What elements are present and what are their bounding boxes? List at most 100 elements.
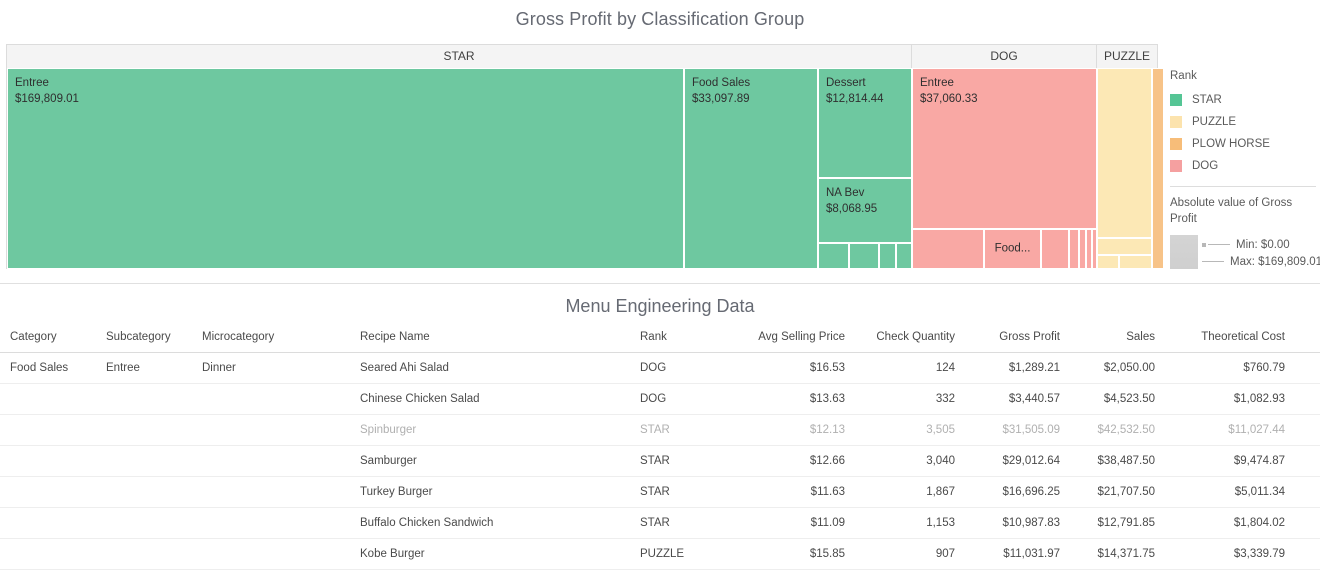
legend-item-dog[interactable]: DOG bbox=[1170, 155, 1316, 177]
table-cell-rank: DOG bbox=[630, 352, 735, 384]
table-row[interactable]: Samburger STAR $12.66 3,040 $29,012.64 $38,48… bbox=[0, 445, 1320, 477]
table-cell-rank: STAR bbox=[630, 414, 735, 446]
table-row[interactable]: Spinburger STAR $12.13 3,505 $31,505.09 $42,5… bbox=[0, 414, 1320, 446]
treemap[interactable]: STAR DOG PUZZLE Entree $169,809.01 Food Sale… bbox=[6, 44, 1164, 269]
table-col-header-sales[interactable]: Sales bbox=[1070, 327, 1165, 353]
table-cell-check-quantity: 907 bbox=[855, 538, 965, 570]
table-row[interactable]: Buffalo Chicken Sandwich STAR $11.09 1,153 $… bbox=[0, 507, 1320, 539]
treemap-tile-star-dessert[interactable]: Dessert $12,814.44 bbox=[818, 68, 912, 178]
treemap-tile-dog-small[interactable] bbox=[1079, 229, 1086, 269]
table-cell-subcategory bbox=[96, 538, 192, 570]
table-cell-sales: $14,371.75 bbox=[1070, 538, 1165, 570]
table-cell-category bbox=[0, 538, 96, 570]
treemap-tiles: Entree $169,809.01 Food Sales $33,097.89 Des… bbox=[7, 68, 1164, 269]
table-col-header-avg-selling-price[interactable]: Avg Selling Price bbox=[735, 327, 855, 353]
treemap-tile-star-food-sales[interactable]: Food Sales $33,097.89 bbox=[684, 68, 818, 269]
table-cell-microcategory bbox=[192, 476, 350, 508]
table-cell-recipe-name: Chinese Chicken Salad bbox=[350, 383, 630, 415]
treemap-tile-dog-small[interactable] bbox=[1092, 229, 1097, 269]
table-row[interactable]: Food Sales Entree Dinner Seared Ahi Salad DO… bbox=[0, 352, 1320, 384]
table-row[interactable]: Kobe Burger PUZZLE $15.85 907 $11,031.97 $14,… bbox=[0, 538, 1320, 570]
table-col-header-microcategory[interactable]: Microcategory bbox=[192, 327, 350, 353]
table-cell-gross-profit: $1,289.21 bbox=[965, 352, 1070, 384]
legend-item-label: STAR bbox=[1192, 94, 1222, 106]
table-col-header-category[interactable]: Category bbox=[0, 327, 96, 353]
treemap-tile-star-na-bev[interactable]: NA Bev $8,068.95 bbox=[818, 178, 912, 243]
table-cell-microcategory bbox=[192, 445, 350, 477]
table-row[interactable]: Chinese Chicken Salad DOG $13.63 332 $3,440.… bbox=[0, 383, 1320, 415]
table-col-header-rank[interactable]: Rank bbox=[630, 327, 735, 353]
treemap-tile-star-small[interactable] bbox=[896, 243, 912, 269]
table-cell-subcategory bbox=[96, 507, 192, 539]
table-row[interactable]: Turkey Burger STAR $11.63 1,867 $16,696.25 $2… bbox=[0, 476, 1320, 508]
table-cell-recipe-name: Spinburger bbox=[350, 414, 630, 446]
tile-value: $37,060.33 bbox=[920, 93, 978, 105]
treemap-group-header-puzzle: PUZZLE bbox=[1103, 49, 1150, 63]
legend-item-star[interactable]: STAR bbox=[1170, 89, 1316, 111]
treemap-tile-star-small[interactable] bbox=[818, 243, 849, 269]
table-cell-theoretical-cost: $5,011.34 bbox=[1165, 476, 1295, 508]
table-cell-cost: 23.09% bbox=[1295, 476, 1320, 508]
treemap-tile-puzzle-small[interactable] bbox=[1097, 68, 1152, 238]
table-cell-theoretical-cost: $9,474.87 bbox=[1165, 445, 1295, 477]
treemap-tile-dog-small[interactable] bbox=[1069, 229, 1079, 269]
treemap-tile-star-small[interactable] bbox=[879, 243, 896, 269]
treemap-tile-star-small[interactable] bbox=[849, 243, 879, 269]
table-col-header-recipe-name[interactable]: Recipe Name bbox=[350, 327, 630, 353]
table-cell-check-quantity: 124 bbox=[855, 352, 965, 384]
treemap-tile-dog-small[interactable] bbox=[1041, 229, 1069, 269]
tile-label: NA Bev bbox=[826, 187, 865, 199]
treemap-tile-star-entree[interactable]: Entree $169,809.01 bbox=[7, 68, 684, 269]
table-col-header-gross-profit[interactable]: Gross Profit bbox=[965, 327, 1070, 353]
table-cell-cost: 24.62% bbox=[1295, 445, 1320, 477]
table-cell-cost: 14.10% bbox=[1295, 507, 1320, 539]
table-col-header-subcategory[interactable]: Subcategory bbox=[96, 327, 192, 353]
gradient-min-tick: Min: $0.00 bbox=[1202, 236, 1320, 253]
legend-swatch-icon bbox=[1170, 116, 1182, 128]
table-cell-microcategory bbox=[192, 414, 350, 446]
legend-divider bbox=[1170, 186, 1316, 187]
table-col-header-cost[interactable]: Cost % bbox=[1295, 327, 1320, 353]
treemap-tile-dog-food[interactable]: Food... bbox=[984, 229, 1041, 269]
treemap-tile-puzzle-small[interactable] bbox=[1097, 238, 1152, 255]
legend-gradient: Min: $0.00 Max: $169,809.01 bbox=[1170, 235, 1320, 270]
table-cell-check-quantity: 1,867 bbox=[855, 476, 965, 508]
table-cell-microcategory: Dinner bbox=[192, 352, 350, 384]
tick-line-icon bbox=[1202, 261, 1224, 262]
table-cell-sales: $38,487.50 bbox=[1070, 445, 1165, 477]
legend-item-label: PUZZLE bbox=[1192, 116, 1237, 128]
legend-item-puzzle[interactable]: PUZZLE bbox=[1170, 111, 1316, 133]
treemap-tile-plow-horse-small[interactable] bbox=[1152, 68, 1164, 269]
table-cell-cost: 23.94% bbox=[1295, 383, 1320, 415]
table-cell-cost: 37.11% bbox=[1295, 352, 1320, 384]
table-cell-gross-profit: $10,987.83 bbox=[965, 507, 1070, 539]
table-cell-sales: $2,050.00 bbox=[1070, 352, 1165, 384]
legend-title: Rank bbox=[1170, 70, 1197, 82]
table-cell-theoretical-cost: $3,339.79 bbox=[1165, 538, 1295, 570]
legend-item-plow-horse[interactable]: PLOW HORSE bbox=[1170, 133, 1316, 155]
legend-scale-title: Absolute value of Gross Profit bbox=[1170, 197, 1293, 225]
table-col-header-check-quantity[interactable]: Check Quantity bbox=[855, 327, 965, 353]
table-cell-category bbox=[0, 445, 96, 477]
legend-min-label: Min: $0.00 bbox=[1236, 238, 1290, 251]
treemap-tile-puzzle-small[interactable] bbox=[1097, 255, 1119, 269]
treemap-tile-dog-small[interactable] bbox=[1086, 229, 1092, 269]
table-cell-recipe-name: Kobe Burger bbox=[350, 538, 630, 570]
table-cell-subcategory bbox=[96, 445, 192, 477]
table-col-header-theoretical-cost[interactable]: Theoretical Cost bbox=[1165, 327, 1295, 353]
table-cell-rank: STAR bbox=[630, 445, 735, 477]
table-cell-category bbox=[0, 476, 96, 508]
table-cell-avg-selling-price: $12.66 bbox=[735, 445, 855, 477]
table-cell-avg-selling-price: $16.53 bbox=[735, 352, 855, 384]
table-cell-subcategory: Entree bbox=[96, 352, 192, 384]
table-cell-category bbox=[0, 507, 96, 539]
legend-swatch-icon bbox=[1170, 94, 1182, 106]
table-cell-recipe-name: Samburger bbox=[350, 445, 630, 477]
tile-label: Dessert bbox=[826, 77, 866, 89]
treemap-tile-puzzle-small[interactable] bbox=[1119, 255, 1152, 269]
table-cell-microcategory bbox=[192, 507, 350, 539]
table-cell-recipe-name: Buffalo Chicken Sandwich bbox=[350, 507, 630, 539]
treemap-tile-dog-small[interactable] bbox=[912, 229, 984, 269]
treemap-tile-dog-entree[interactable]: Entree $37,060.33 bbox=[912, 68, 1097, 229]
